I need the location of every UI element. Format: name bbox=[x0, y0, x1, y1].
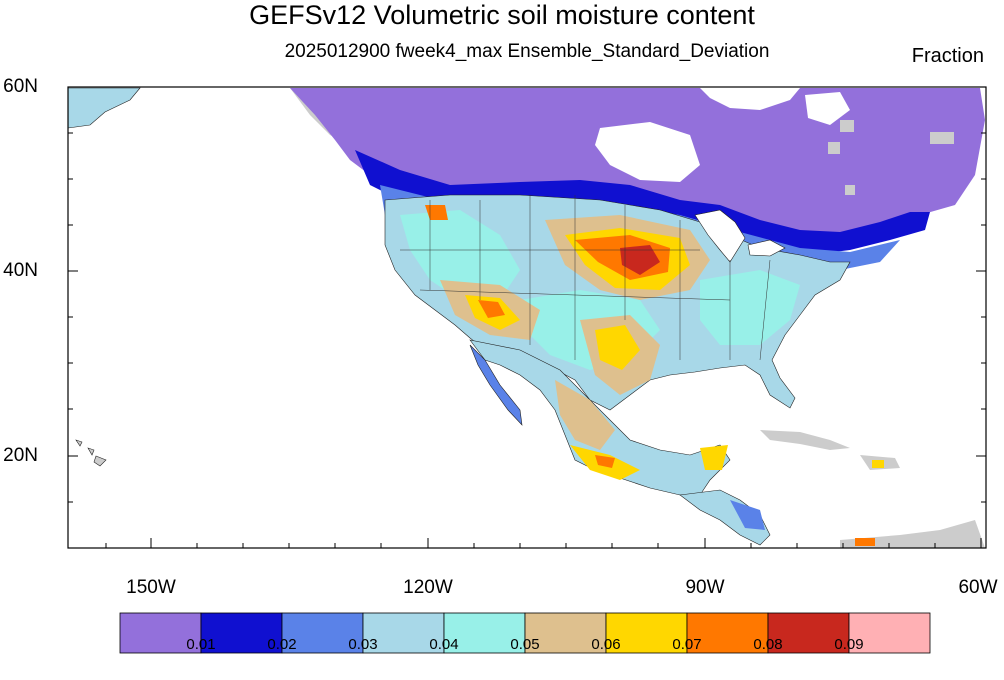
baja-california bbox=[469, 344, 523, 426]
lon-label-150w: 150W bbox=[126, 577, 176, 598]
units-label: Fraction bbox=[911, 45, 984, 67]
great-lakes bbox=[694, 209, 786, 263]
lat-label-20n: 20N bbox=[3, 445, 38, 466]
colorbar-swatch bbox=[848, 612, 931, 654]
lon-label-90w: 90W bbox=[685, 577, 725, 598]
plot-title: GEFSv12 Volumetric soil moisture content bbox=[249, 0, 755, 30]
plot-subtitle: 2025012900 fweek4_max Ensemble_Standard_… bbox=[284, 41, 770, 62]
canada-gray-1 bbox=[840, 120, 854, 132]
south-america-coast bbox=[840, 520, 985, 548]
puerto-rico-yellow bbox=[872, 460, 884, 468]
colorbar-swatch bbox=[686, 612, 769, 654]
lon-label-60w: 60W bbox=[958, 577, 998, 598]
colorbar-swatch bbox=[362, 612, 445, 654]
usa-orange-idaho bbox=[425, 205, 448, 220]
usa-cyan-east bbox=[700, 270, 800, 345]
colorbar-label: 0.02 bbox=[267, 636, 297, 653]
colorbar-label: 0.04 bbox=[429, 636, 459, 653]
canada-east-white bbox=[805, 92, 850, 125]
colorbar-label: 0.05 bbox=[510, 636, 540, 653]
cuba bbox=[760, 430, 850, 450]
hudson-bay bbox=[595, 122, 700, 182]
colorbar-label: 0.09 bbox=[834, 636, 864, 653]
colorbar-swatch bbox=[200, 612, 283, 654]
colorbar-label: 0.07 bbox=[672, 636, 702, 653]
colorbar-swatch bbox=[281, 612, 364, 654]
lon-label-120w: 120W bbox=[403, 577, 453, 598]
colorbar-swatch bbox=[605, 612, 688, 654]
central-america-blue bbox=[730, 500, 765, 530]
colorbar-swatch bbox=[443, 612, 526, 654]
canada-gray-4 bbox=[845, 185, 855, 195]
mexico-orange bbox=[595, 455, 615, 468]
colorbar-label: 0.06 bbox=[591, 636, 621, 653]
usa-orange-southwest bbox=[478, 300, 505, 318]
colorbar bbox=[119, 612, 931, 654]
lat-label-60n: 60N bbox=[3, 76, 38, 97]
canada-gray-2 bbox=[930, 132, 954, 144]
alaska-region bbox=[68, 87, 141, 129]
mexico-tan bbox=[555, 380, 615, 450]
colorbar-label: 0.03 bbox=[348, 636, 378, 653]
lat-ticks bbox=[68, 86, 986, 503]
canada-gray-3 bbox=[828, 142, 840, 154]
south-america-orange bbox=[855, 538, 875, 546]
lat-label-40n: 40N bbox=[3, 260, 38, 281]
colorbar-label: 0.08 bbox=[753, 636, 783, 653]
colorbar-label: 0.01 bbox=[186, 636, 216, 653]
usa-red-core bbox=[620, 245, 660, 275]
usa-yellow-texas bbox=[595, 325, 640, 370]
canada-south-fringe bbox=[355, 150, 930, 255]
hawaii bbox=[75, 439, 107, 467]
central-america bbox=[679, 489, 771, 546]
state-boundaries bbox=[400, 195, 771, 361]
lon-ticks bbox=[67, 538, 982, 548]
canada-north-white bbox=[700, 88, 800, 110]
map-area bbox=[68, 87, 985, 548]
yucatan-yellow bbox=[700, 445, 728, 470]
